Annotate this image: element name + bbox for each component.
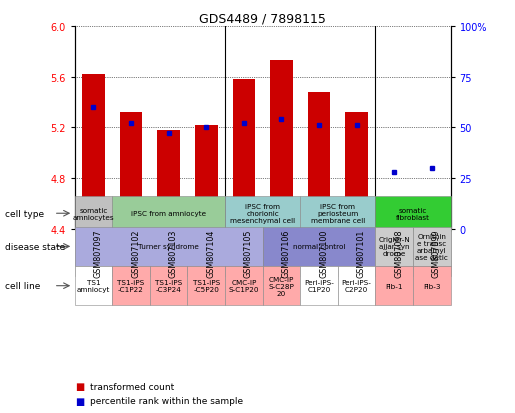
Text: Fib-3: Fib-3 xyxy=(423,283,440,289)
Text: GSM807097: GSM807097 xyxy=(94,229,102,277)
Text: iPSC from amniocyte: iPSC from amniocyte xyxy=(131,211,206,217)
Text: CMC-IP
S-C1P20: CMC-IP S-C1P20 xyxy=(229,280,259,292)
Text: Ornithin
e transc
arbamyl
ase detic: Ornithin e transc arbamyl ase detic xyxy=(416,233,448,260)
Text: GSM807100: GSM807100 xyxy=(319,229,328,277)
Title: GDS4489 / 7898115: GDS4489 / 7898115 xyxy=(199,13,326,26)
Text: iPSC from
periosteum
membrane cell: iPSC from periosteum membrane cell xyxy=(311,204,365,224)
Text: TS1
amniocyt: TS1 amniocyt xyxy=(77,280,110,292)
Text: GSM807102: GSM807102 xyxy=(131,229,140,277)
Text: TS1-iPS
-C5P20: TS1-iPS -C5P20 xyxy=(193,280,220,292)
Text: GSM807103: GSM807103 xyxy=(168,229,178,277)
Bar xyxy=(421,219,443,229)
Text: GSM807105: GSM807105 xyxy=(244,229,253,277)
Text: disease state: disease state xyxy=(5,242,65,251)
Bar xyxy=(383,227,405,229)
Text: iPSC from
chorionic
mesenchymal cell: iPSC from chorionic mesenchymal cell xyxy=(230,204,295,224)
Text: percentile rank within the sample: percentile rank within the sample xyxy=(90,396,243,405)
Bar xyxy=(195,126,217,229)
Bar xyxy=(308,93,330,229)
Text: cell line: cell line xyxy=(5,282,41,290)
Text: normal control: normal control xyxy=(293,244,345,250)
Text: Peri-iPS-
C1P20: Peri-iPS- C1P20 xyxy=(304,280,334,292)
Text: somatic
fibroblast: somatic fibroblast xyxy=(396,207,430,220)
Text: ■: ■ xyxy=(75,396,84,406)
Text: GSM807099: GSM807099 xyxy=(432,229,441,277)
Bar xyxy=(346,113,368,229)
Text: TS1-iPS
-C1P22: TS1-iPS -C1P22 xyxy=(117,280,145,292)
Bar xyxy=(120,113,142,229)
Text: GSM807104: GSM807104 xyxy=(206,229,215,277)
Bar xyxy=(233,80,255,229)
Text: transformed count: transformed count xyxy=(90,382,175,391)
Text: GSM807098: GSM807098 xyxy=(394,229,403,277)
Text: cell type: cell type xyxy=(5,209,44,218)
Text: CMC-IP
S-C28P
20: CMC-IP S-C28P 20 xyxy=(268,276,295,296)
Bar xyxy=(270,61,293,229)
Text: Turner syndrome: Turner syndrome xyxy=(138,244,199,250)
Text: Peri-iPS-
C2P20: Peri-iPS- C2P20 xyxy=(341,280,372,292)
Text: Fib-1: Fib-1 xyxy=(386,283,403,289)
Text: somatic
amniocytes: somatic amniocytes xyxy=(73,207,114,220)
Text: TS1-iPS
-C3P24: TS1-iPS -C3P24 xyxy=(155,280,182,292)
Text: GSM807106: GSM807106 xyxy=(281,229,290,277)
Text: ■: ■ xyxy=(75,381,84,391)
Bar xyxy=(158,131,180,229)
Bar xyxy=(82,75,105,229)
Text: Crigler-N
ajjar syn
drome: Crigler-N ajjar syn drome xyxy=(379,237,410,257)
Text: GSM807101: GSM807101 xyxy=(356,229,366,277)
